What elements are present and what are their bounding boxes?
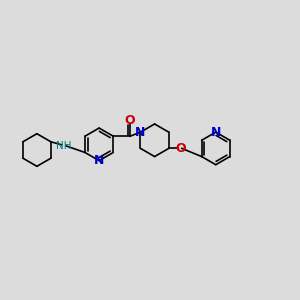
Text: NH: NH [56,141,71,151]
Text: N: N [211,126,221,139]
Text: O: O [175,142,186,155]
Text: O: O [125,114,136,127]
Text: N: N [94,154,104,167]
Text: N: N [135,126,146,139]
